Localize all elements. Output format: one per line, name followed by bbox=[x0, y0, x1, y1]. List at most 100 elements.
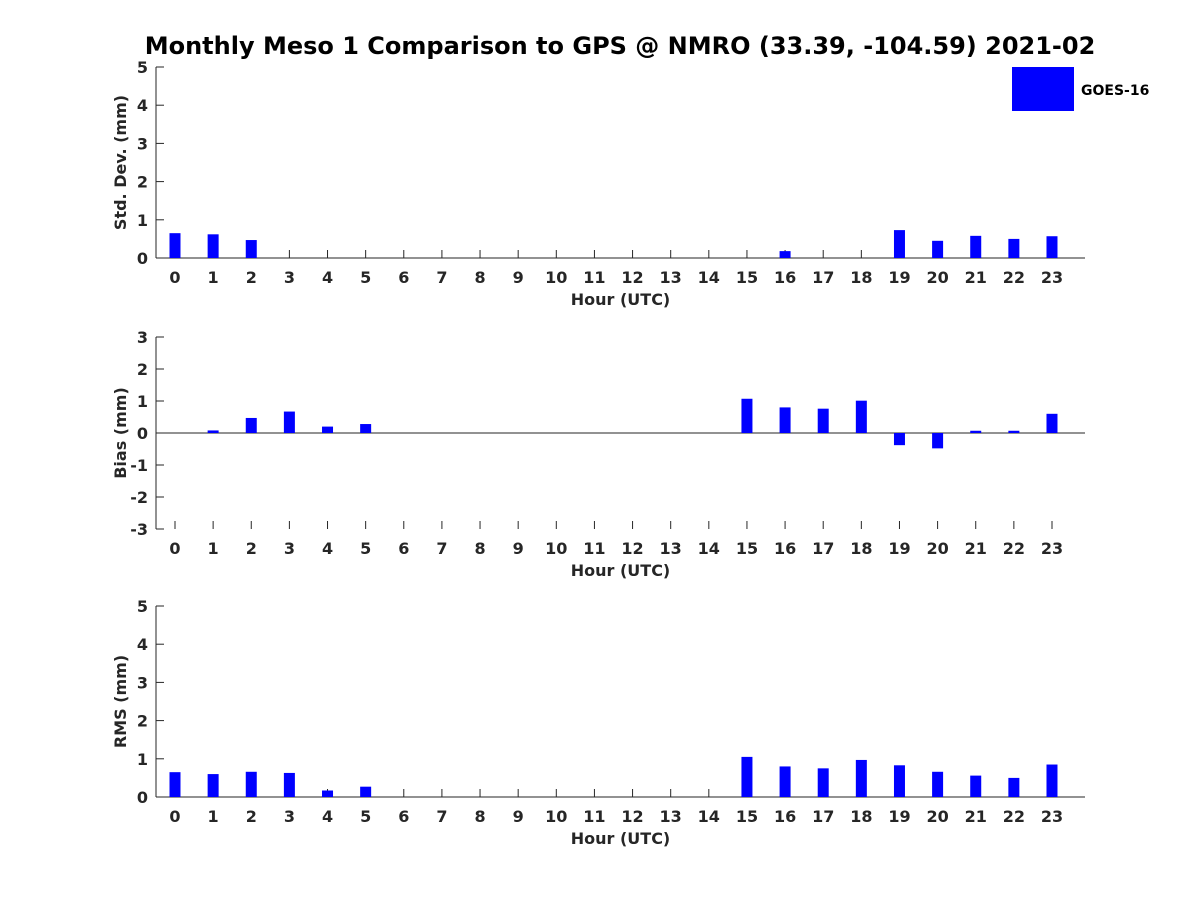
bar-hour-2 bbox=[245, 240, 257, 258]
y-tick-label: -1 bbox=[130, 456, 148, 475]
y-axis-label: Bias (mm) bbox=[111, 387, 130, 479]
bar-hour-23 bbox=[1046, 413, 1058, 433]
bar-hour-20 bbox=[932, 240, 944, 258]
bar-hour-21 bbox=[970, 235, 982, 258]
x-tick-label: 11 bbox=[583, 539, 605, 558]
bar-hour-22 bbox=[1008, 430, 1020, 433]
x-tick-label: 11 bbox=[583, 807, 605, 826]
bar-hour-20 bbox=[932, 771, 944, 797]
x-tick-label: 0 bbox=[169, 807, 180, 826]
x-tick-label: 23 bbox=[1041, 539, 1063, 558]
x-tick-label: 7 bbox=[436, 539, 447, 558]
x-tick-label: 3 bbox=[284, 268, 295, 287]
x-tick-label: 3 bbox=[284, 539, 295, 558]
bar-hour-1 bbox=[207, 234, 219, 258]
y-tick-label: 1 bbox=[137, 211, 148, 230]
x-tick-label: 12 bbox=[621, 268, 643, 287]
y-tick-label: 5 bbox=[137, 597, 148, 616]
bar-hour-2 bbox=[245, 771, 257, 797]
chart-legend: GOES-16 bbox=[1012, 67, 1149, 111]
bar-hour-1 bbox=[207, 774, 219, 797]
bar-hour-4 bbox=[322, 790, 334, 797]
x-tick-label: 14 bbox=[698, 807, 720, 826]
bar-hour-5 bbox=[360, 786, 372, 797]
bar-hour-23 bbox=[1046, 236, 1058, 258]
x-tick-label: 20 bbox=[926, 268, 948, 287]
y-tick-label: 2 bbox=[137, 360, 148, 379]
bar-hour-15 bbox=[741, 398, 753, 433]
bar-hour-21 bbox=[970, 430, 982, 433]
x-tick-label: 0 bbox=[169, 539, 180, 558]
x-tick-label: 21 bbox=[965, 539, 987, 558]
bar-hour-21 bbox=[970, 775, 982, 797]
x-tick-label: 21 bbox=[965, 807, 987, 826]
x-tick-label: 19 bbox=[888, 807, 910, 826]
x-tick-label: 22 bbox=[1003, 807, 1025, 826]
y-tick-label: -3 bbox=[130, 520, 148, 539]
x-axis-label: Hour (UTC) bbox=[571, 561, 671, 580]
x-tick-label: 18 bbox=[850, 807, 872, 826]
x-tick-label: 4 bbox=[322, 539, 333, 558]
x-tick-label: 6 bbox=[398, 268, 409, 287]
bar-hour-22 bbox=[1008, 777, 1020, 797]
bar-hour-2 bbox=[245, 417, 257, 433]
x-tick-label: 1 bbox=[208, 807, 219, 826]
x-tick-label: 14 bbox=[698, 539, 720, 558]
x-tick-label: 9 bbox=[513, 807, 524, 826]
x-tick-label: 8 bbox=[474, 807, 485, 826]
y-axis-label: RMS (mm) bbox=[111, 655, 130, 748]
y-tick-label: 0 bbox=[137, 788, 148, 807]
x-tick-label: 5 bbox=[360, 539, 371, 558]
bar-hour-4 bbox=[322, 426, 334, 433]
x-tick-label: 6 bbox=[398, 539, 409, 558]
y-tick-label: -2 bbox=[130, 488, 148, 507]
bar-hour-18 bbox=[855, 759, 867, 797]
y-tick-label: 0 bbox=[137, 424, 148, 443]
bar-hour-17 bbox=[817, 408, 829, 433]
x-tick-label: 11 bbox=[583, 268, 605, 287]
x-tick-label: 23 bbox=[1041, 807, 1063, 826]
x-axis-label: Hour (UTC) bbox=[571, 290, 671, 309]
bar-hour-19 bbox=[893, 765, 905, 797]
x-tick-label: 10 bbox=[545, 539, 567, 558]
x-tick-label: 7 bbox=[436, 268, 447, 287]
legend-swatch bbox=[1012, 67, 1074, 111]
x-tick-label: 14 bbox=[698, 268, 720, 287]
x-tick-label: 9 bbox=[513, 268, 524, 287]
bar-hour-23 bbox=[1046, 764, 1058, 797]
x-tick-label: 2 bbox=[246, 807, 257, 826]
x-tick-label: 19 bbox=[888, 539, 910, 558]
x-tick-label: 8 bbox=[474, 539, 485, 558]
x-tick-label: 3 bbox=[284, 807, 295, 826]
bar-hour-5 bbox=[360, 424, 372, 433]
y-tick-label: 4 bbox=[137, 96, 148, 115]
x-tick-label: 1 bbox=[208, 539, 219, 558]
bar-hour-17 bbox=[817, 768, 829, 797]
y-tick-label: 3 bbox=[137, 328, 148, 347]
y-tick-label: 2 bbox=[137, 712, 148, 731]
x-tick-label: 4 bbox=[322, 807, 333, 826]
y-tick-label: 4 bbox=[137, 635, 148, 654]
x-tick-label: 22 bbox=[1003, 539, 1025, 558]
x-tick-label: 16 bbox=[774, 268, 796, 287]
x-tick-label: 13 bbox=[660, 268, 682, 287]
x-tick-label: 17 bbox=[812, 539, 834, 558]
x-tick-label: 1 bbox=[208, 268, 219, 287]
y-tick-label: 0 bbox=[137, 249, 148, 268]
bar-hour-19 bbox=[893, 230, 905, 258]
x-tick-label: 15 bbox=[736, 807, 758, 826]
x-tick-label: 19 bbox=[888, 268, 910, 287]
y-tick-label: 3 bbox=[137, 673, 148, 692]
bar-hour-22 bbox=[1008, 238, 1020, 258]
bar-hour-16 bbox=[779, 766, 791, 797]
x-tick-label: 12 bbox=[621, 539, 643, 558]
x-tick-label: 15 bbox=[736, 539, 758, 558]
x-tick-label: 10 bbox=[545, 807, 567, 826]
x-tick-label: 7 bbox=[436, 807, 447, 826]
y-tick-label: 5 bbox=[137, 58, 148, 77]
x-tick-label: 23 bbox=[1041, 268, 1063, 287]
